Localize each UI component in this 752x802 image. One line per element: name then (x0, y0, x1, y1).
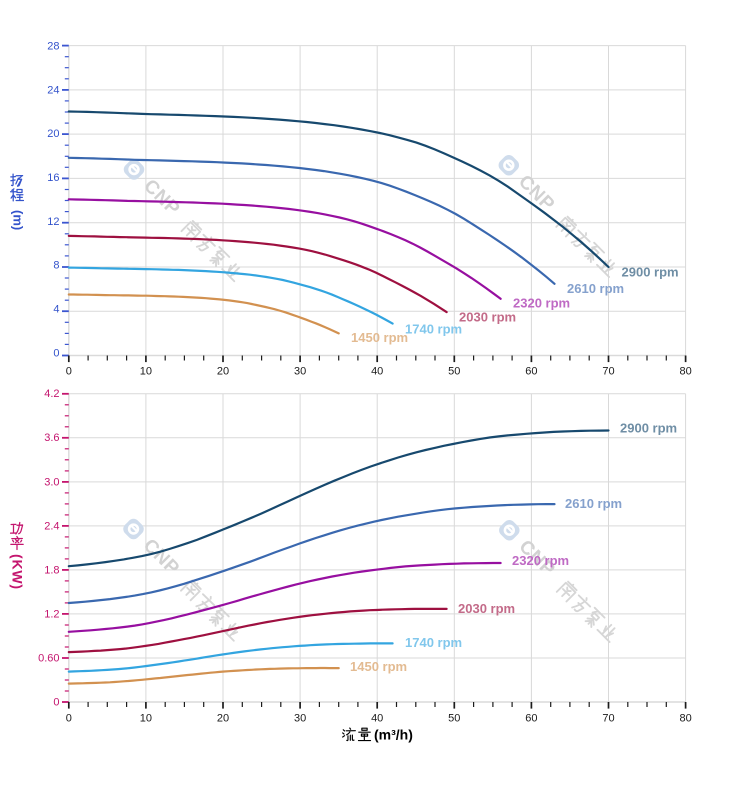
svg-text:70: 70 (602, 712, 614, 724)
svg-text:30: 30 (294, 712, 306, 724)
svg-text:2320 rpm: 2320 rpm (513, 296, 570, 311)
svg-text:3.6: 3.6 (44, 432, 59, 444)
svg-text:8: 8 (53, 260, 59, 272)
svg-text:2610 rpm: 2610 rpm (567, 281, 624, 296)
svg-text:50: 50 (448, 712, 460, 724)
svg-text:28: 28 (47, 40, 59, 52)
svg-text:2610 rpm: 2610 rpm (565, 496, 622, 511)
svg-text:4.2: 4.2 (44, 388, 59, 400)
svg-text:2900 rpm: 2900 rpm (620, 421, 677, 436)
svg-text:10: 10 (140, 712, 152, 724)
svg-text:40: 40 (371, 365, 383, 377)
svg-text:2.4: 2.4 (44, 520, 59, 532)
svg-text:0: 0 (66, 365, 72, 377)
svg-text:10: 10 (140, 365, 152, 377)
svg-text:16: 16 (47, 172, 59, 184)
svg-text:40: 40 (371, 712, 383, 724)
svg-text:0.60: 0.60 (38, 652, 59, 664)
svg-text:3.0: 3.0 (44, 476, 59, 488)
svg-text:20: 20 (217, 712, 229, 724)
svg-text:1.2: 1.2 (44, 608, 59, 620)
svg-text:4: 4 (53, 304, 59, 316)
svg-text:50: 50 (448, 365, 460, 377)
svg-text:70: 70 (602, 365, 614, 377)
svg-text:20: 20 (47, 128, 59, 140)
svg-text:0: 0 (53, 347, 59, 359)
svg-text:20: 20 (217, 365, 229, 377)
svg-text:80: 80 (679, 365, 691, 377)
svg-text:2320 rpm: 2320 rpm (512, 553, 569, 568)
svg-text:12: 12 (47, 216, 59, 228)
svg-text:1740 rpm: 1740 rpm (405, 322, 462, 337)
svg-text:30: 30 (294, 365, 306, 377)
svg-text:(KW): (KW) (10, 554, 26, 590)
svg-text:60: 60 (525, 712, 537, 724)
svg-text:(m): (m) (11, 210, 26, 230)
svg-text:60: 60 (525, 365, 537, 377)
svg-text:1.8: 1.8 (44, 564, 59, 576)
svg-text:1450 rpm: 1450 rpm (350, 659, 407, 674)
svg-text:24: 24 (47, 84, 59, 96)
svg-text:0: 0 (53, 696, 59, 708)
svg-text:2900 rpm: 2900 rpm (622, 265, 679, 280)
svg-text:80: 80 (679, 712, 691, 724)
svg-text:1740 rpm: 1740 rpm (405, 635, 462, 650)
svg-text:0: 0 (66, 712, 72, 724)
svg-text:(m³/h): (m³/h) (374, 727, 413, 743)
svg-text:1450 rpm: 1450 rpm (351, 330, 408, 345)
svg-text:2030 rpm: 2030 rpm (459, 310, 516, 325)
svg-text:2030 rpm: 2030 rpm (458, 601, 515, 616)
